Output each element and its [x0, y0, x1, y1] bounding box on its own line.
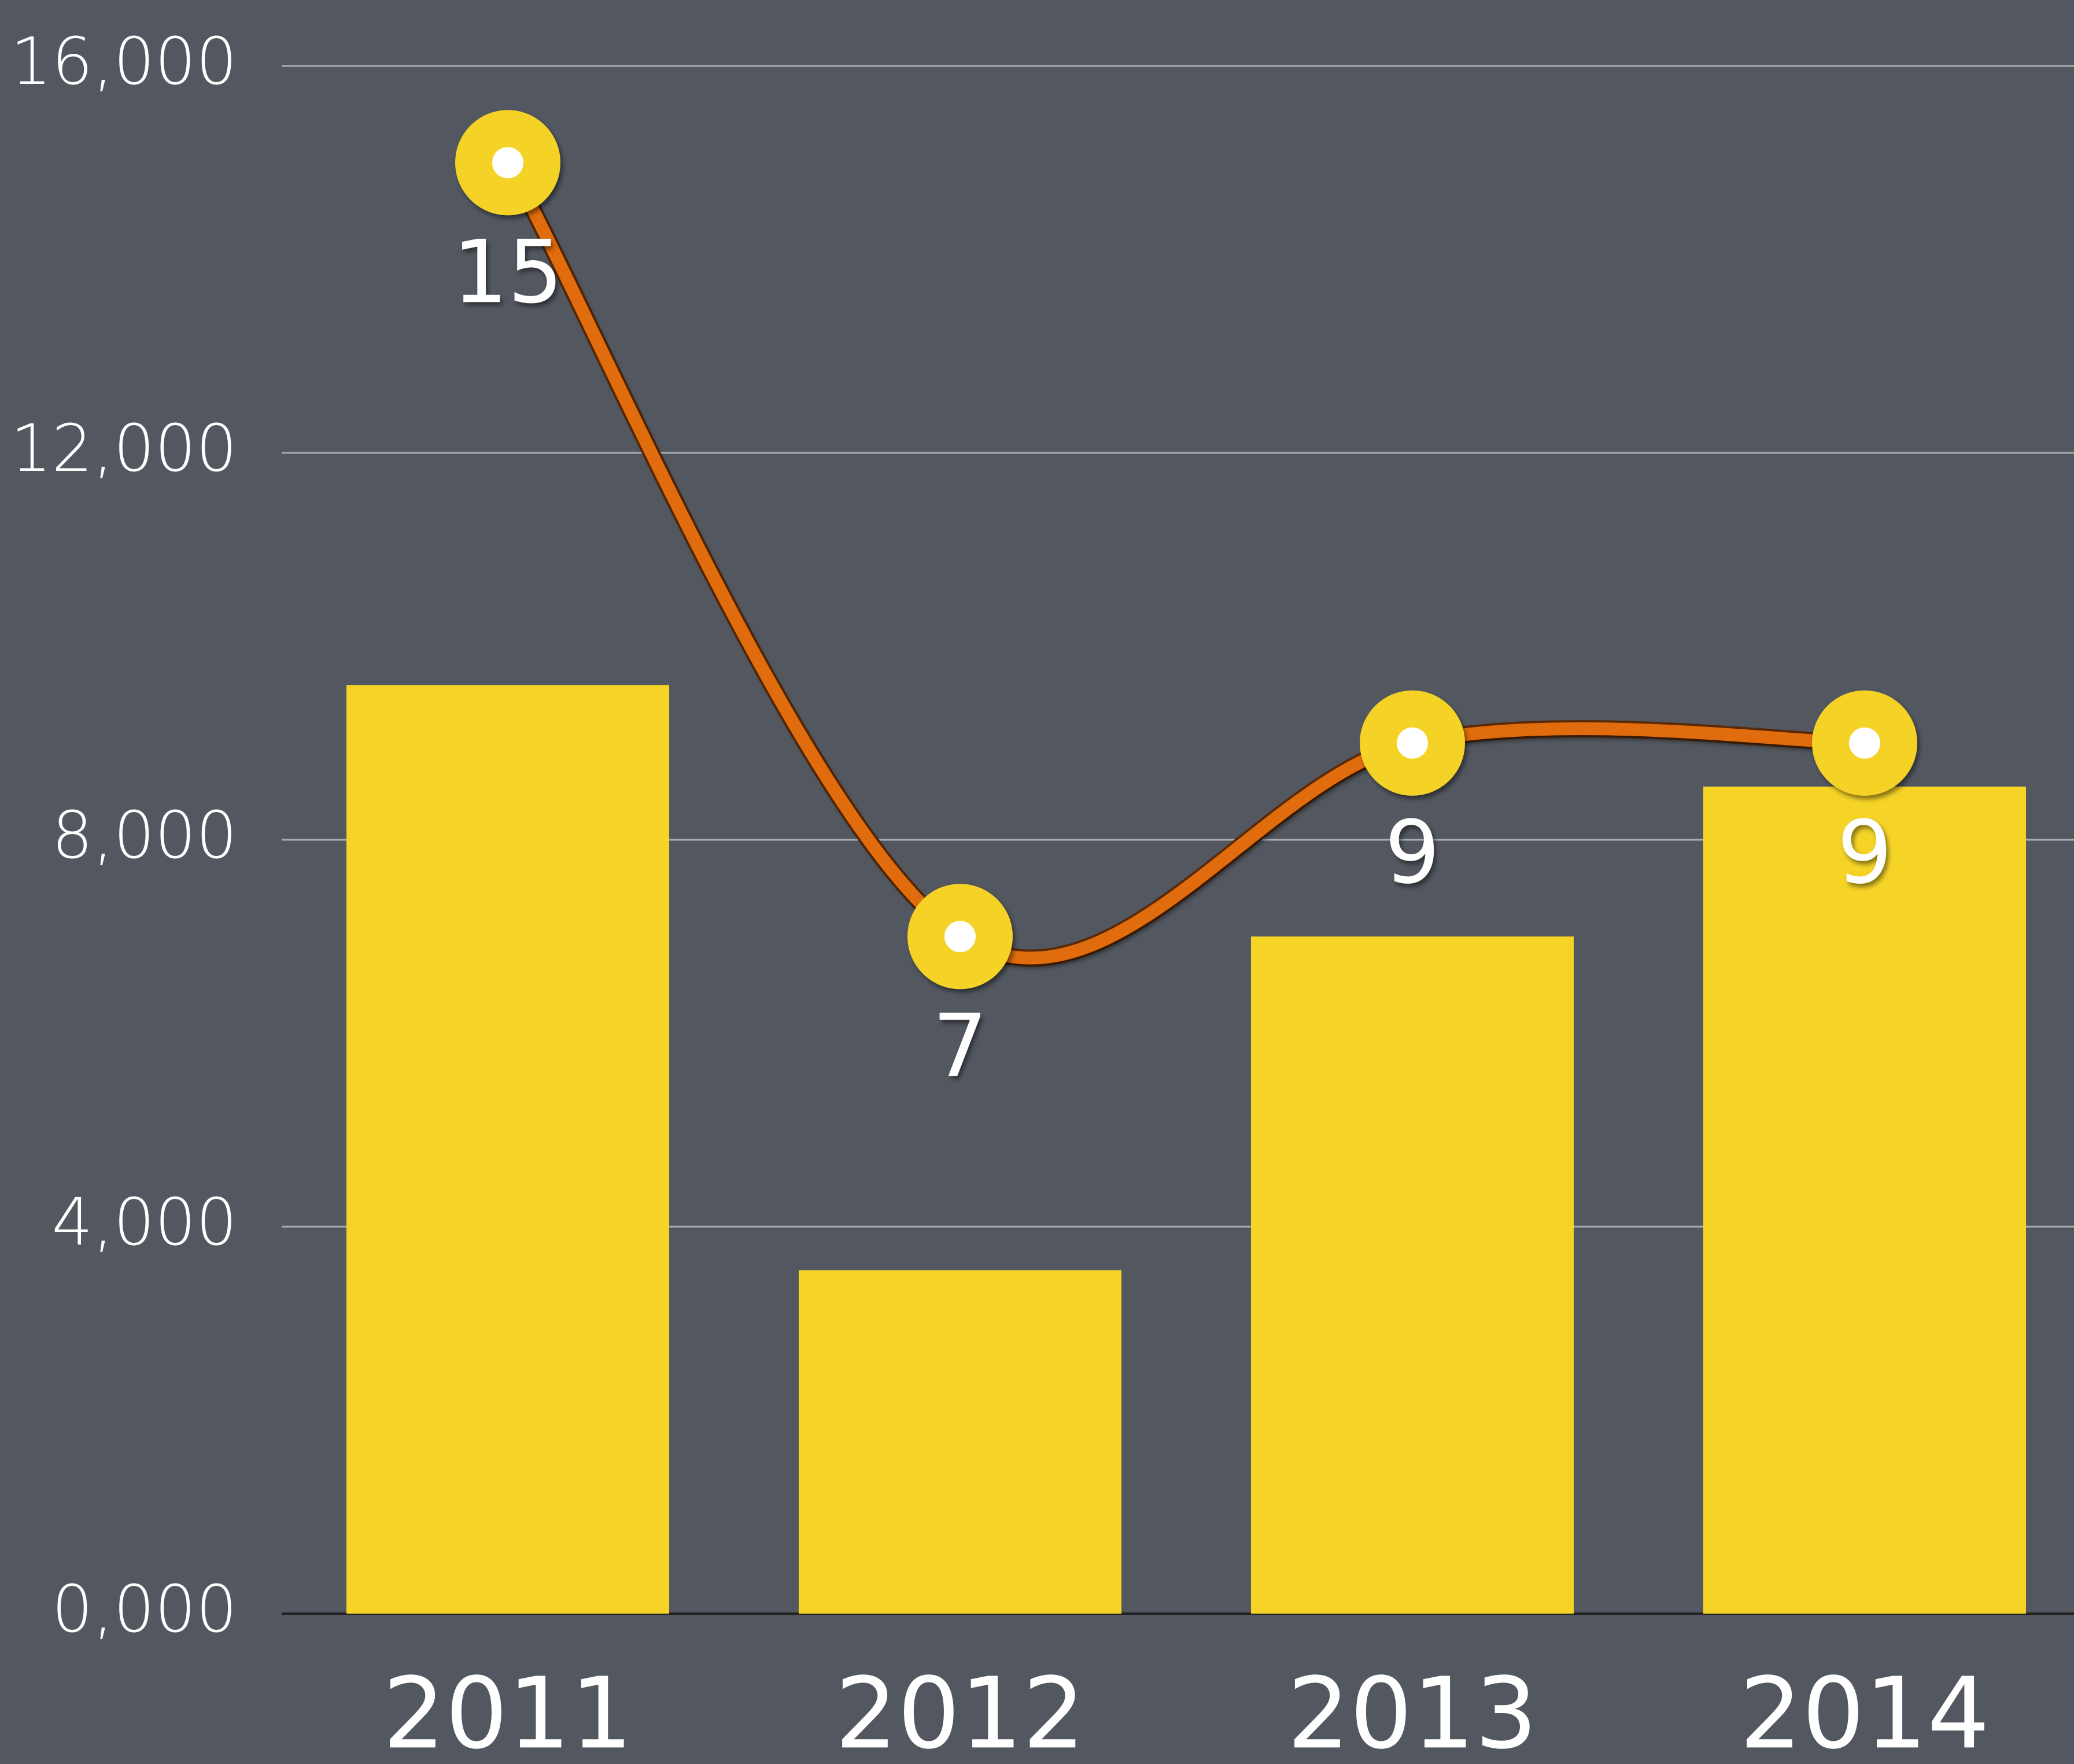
y-tick-label: 12,000 — [10, 411, 237, 486]
x-tick-label: 2013 — [1287, 1656, 1538, 1764]
bar — [799, 1270, 1121, 1614]
bar — [1251, 936, 1574, 1614]
bar — [346, 685, 669, 1614]
marker-center — [1397, 727, 1428, 759]
line — [501, 156, 1871, 965]
y-tick-label: 16,000 — [10, 24, 237, 99]
x-tick-label: 2012 — [835, 1656, 1086, 1764]
y-tick-label: 0,000 — [51, 1572, 237, 1647]
y-tick-label: 4,000 — [51, 1185, 237, 1260]
data-label: 15 — [453, 222, 563, 323]
bar — [1703, 787, 2026, 1614]
y-tick-label: 8,000 — [51, 798, 237, 873]
marker-center — [944, 921, 976, 953]
marker-center — [492, 147, 523, 179]
data-label: 7 — [932, 996, 987, 1097]
data-label: 9 — [1385, 803, 1440, 903]
data-label: 9 — [1837, 803, 1892, 903]
x-tick-label: 2014 — [1740, 1656, 1990, 1764]
x-tick-label: 2011 — [383, 1656, 633, 1764]
marker-center — [1849, 727, 1880, 759]
